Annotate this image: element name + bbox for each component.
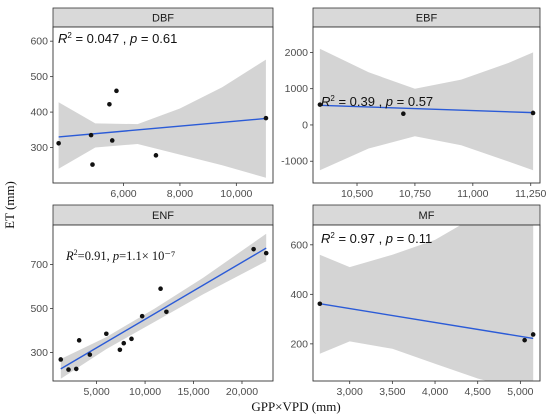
data-point-dbf-8 [263,115,269,121]
x-tick-label-ebf-4: 11,250 [515,188,546,200]
data-point-mf-2 [522,337,527,343]
x-tick-label-mf-1: 3,000 [337,386,363,398]
stat-annotation-mf: R2 = 0.97 , p = 0.11 [321,231,432,246]
y-tick-label-dbf-1: 300 [30,142,48,154]
x-tick-label-ebf-2: 10,750 [399,188,431,200]
y-tick-label-mf-2: 400 [290,289,308,301]
data-point-enf-12 [164,309,169,315]
fit-line-enf [60,247,267,370]
panel-border-ebf [312,26,541,184]
data-point-enf-14 [263,250,269,256]
y-tick-label-dbf-3: 500 [30,71,48,83]
x-tick-label-mf-4: 4,500 [465,386,491,398]
data-point-enf-3 [73,366,79,372]
panel-border-mf [312,224,541,382]
y-tick-label-mf-1: 200 [290,338,308,350]
plot-area-enf [58,233,269,379]
y-tick-label-ebf-4: 2000 [285,47,309,59]
x-tick-label-ebf-3: 11,000 [457,188,488,200]
data-point-enf-11 [158,286,163,292]
data-point-enf-8 [121,340,127,346]
data-point-enf-7 [117,347,123,353]
data-point-enf-4 [76,338,82,343]
data-point-enf-2 [66,367,71,372]
y-tick-label-enf-2: 500 [30,303,48,315]
facet-label-mf: MF [419,210,435,222]
y-tick-label-dbf-4: 600 [30,36,48,48]
data-point-dbf-4 [107,101,112,107]
y-tick-label-mf-3: 600 [290,239,308,251]
data-point-dbf-1 [56,140,61,146]
x-tick-label-ebf-1: 10,500 [341,188,373,200]
data-point-ebf-1 [317,102,323,107]
x-tick-label-dbf-3: 10,000 [220,188,252,200]
y-tick-label-ebf-3: 1000 [285,83,309,95]
data-point-enf-5 [87,352,93,357]
panel-enf: ENF 300 500 700 5,000 10,000 15,000 20,000 R2=0.… [30,204,274,398]
data-point-enf-9 [129,336,134,342]
y-tick-label-ebf-2: 0 [302,119,308,131]
data-point-enf-10 [139,313,145,319]
data-point-enf-6 [104,331,109,337]
panel-ebf: EBF -1000 0 1000 2000 10,500 10,750 11,000 11,25… [281,7,547,200]
stat-annotation-enf: R2=0.91, p=1.1× 10⁻⁷ [65,248,175,263]
panel-border-enf [52,224,274,382]
stat-annotation-dbf: R2 = 0.047 , p = 0.61 [58,31,177,46]
confidence-band-enf [60,233,267,379]
data-point-dbf-5 [109,138,115,143]
x-tick-label-mf-2: 3,500 [379,386,405,398]
y-tick-label-enf-1: 300 [30,347,48,359]
data-point-dbf-6 [114,88,119,94]
plot-area-dbf [56,59,269,178]
y-tick-label-enf-3: 700 [30,259,48,271]
confidence-band-mf [319,225,534,381]
facet-label-enf: ENF [152,210,174,222]
data-point-mf-1 [317,301,323,307]
data-point-dbf-7 [153,153,159,158]
x-tick-label-enf-1: 5,000 [83,386,109,398]
panel-dbf: DBF 300 400 500 600 6,000 8,000 10,000 R2 = 0.04… [30,7,274,200]
x-tick-label-dbf-1: 6,000 [110,188,136,200]
data-point-enf-1 [58,357,64,362]
y-tick-label-ebf-1: -1000 [281,156,308,168]
facet-label-dbf: DBF [152,13,174,25]
panels-layer: DBF 300 400 500 600 6,000 8,000 10,000 R2 = 0.04… [30,7,547,398]
stat-annotation-ebf: R2 = 0.39 , p = 0.57 [321,94,433,109]
plot-area-mf [317,225,536,381]
x-axis-title: GPP×VPD (mm) [251,399,340,414]
x-tick-label-enf-2: 10,000 [129,386,161,398]
fit-line-ebf [319,104,534,114]
data-point-ebf-2 [401,111,406,117]
x-tick-label-enf-4: 20,000 [226,386,258,398]
x-tick-label-dbf-2: 8,000 [167,188,193,200]
x-tick-label-enf-3: 15,000 [177,386,209,398]
data-point-enf-13 [251,246,256,252]
fit-line-mf [319,303,534,340]
data-point-dbf-3 [90,162,95,167]
panel-mf: MF 200 400 600 3,000 3,500 4,000 4,500 5,000 R2 =… [290,204,541,398]
data-point-ebf-3 [530,110,536,116]
data-point-dbf-2 [88,132,94,138]
confidence-band-dbf [58,59,266,178]
facet-label-ebf: EBF [416,13,438,25]
x-tick-label-mf-3: 4,000 [422,386,448,398]
panel-border-dbf [52,26,274,184]
x-tick-label-mf-5: 5,000 [507,386,533,398]
plot-area-ebf [317,48,536,171]
y-axis-title: ET (mm) [2,181,17,229]
data-point-mf-3 [530,332,536,337]
y-tick-label-dbf-2: 400 [30,107,48,119]
fit-line-dbf [58,117,267,138]
